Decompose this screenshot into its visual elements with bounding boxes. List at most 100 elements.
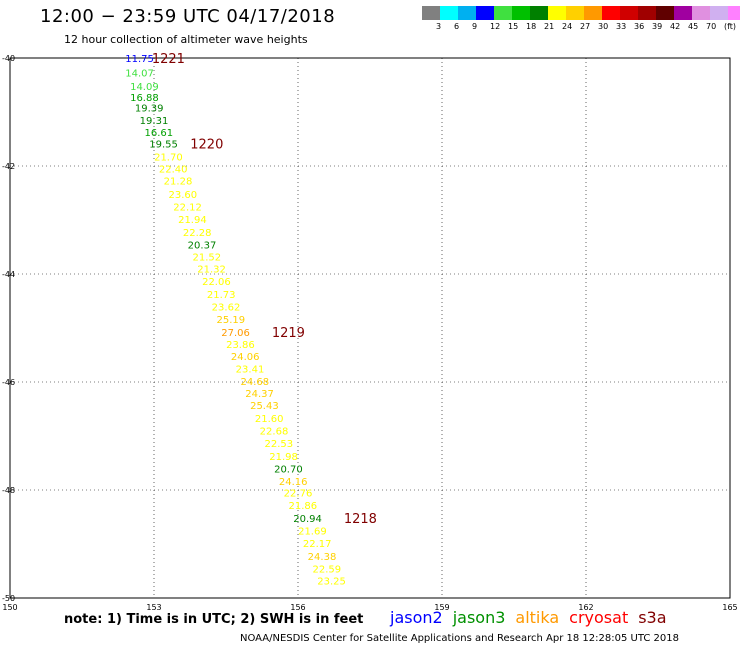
x-tick-label: 159 bbox=[434, 603, 449, 610]
scale-swatch bbox=[530, 6, 548, 20]
x-tick-label: 162 bbox=[578, 603, 593, 610]
wave-height-point: 24.38 bbox=[308, 552, 337, 563]
legend-cryosat: cryosat bbox=[569, 608, 629, 627]
y-tick-label: -44 bbox=[2, 270, 15, 279]
y-tick-label: -42 bbox=[2, 162, 15, 171]
scale-label: 6 bbox=[454, 22, 460, 31]
wave-height-point: 21.60 bbox=[255, 414, 284, 425]
scale-swatch bbox=[638, 6, 656, 20]
wave-height-point: 22.12 bbox=[173, 203, 202, 214]
wave-height-point: 20.70 bbox=[274, 464, 303, 475]
scale-label: 33 bbox=[616, 22, 627, 31]
scale-swatch bbox=[692, 6, 710, 20]
scale-label: 12 bbox=[490, 22, 501, 31]
wave-height-point: 22.53 bbox=[264, 439, 293, 450]
x-tick-label: 153 bbox=[146, 603, 161, 610]
scale-label: 70 bbox=[706, 22, 717, 31]
wave-height-point: 20.94 bbox=[293, 514, 322, 525]
wave-height-point: 24.68 bbox=[240, 377, 269, 388]
scale-label: 24 bbox=[562, 22, 573, 31]
wave-height-point: 23.25 bbox=[317, 577, 346, 588]
wave-height-point: 21.28 bbox=[164, 177, 193, 188]
wave-height-point: 21.94 bbox=[178, 215, 207, 226]
time-label: 1220 bbox=[190, 137, 223, 152]
scale-label: 36 bbox=[634, 22, 645, 31]
wave-height-point: 21.86 bbox=[288, 501, 317, 512]
scale-swatch bbox=[710, 6, 728, 20]
scale-label: 21 bbox=[544, 22, 555, 31]
time-label: 1219 bbox=[272, 326, 305, 341]
scale-swatch bbox=[476, 6, 494, 20]
scale-label: 15 bbox=[508, 22, 519, 31]
scale-label: 27 bbox=[580, 22, 591, 31]
wave-height-point: 11.75 bbox=[125, 54, 154, 65]
scale-label: 45 bbox=[688, 22, 699, 31]
wave-height-point: 22.28 bbox=[183, 228, 212, 239]
wave-height-point: 16.88 bbox=[130, 93, 159, 104]
plot-frame bbox=[9, 57, 731, 599]
scale-label: 18 bbox=[526, 22, 537, 31]
y-tick-label: -48 bbox=[2, 486, 15, 495]
wave-height-point: 14.09 bbox=[130, 82, 159, 93]
wave-height-point: 22.76 bbox=[284, 489, 313, 500]
chart-title: 12:00 − 23:59 UTC 04/17/2018 bbox=[40, 6, 336, 27]
x-tick-label: 156 bbox=[290, 603, 305, 610]
x-tick-label: 150 bbox=[2, 603, 17, 610]
units-note: note: 1) Time is in UTC; 2) SWH is in fe… bbox=[64, 612, 364, 627]
wave-height-point: 22.59 bbox=[312, 564, 341, 575]
wave-height-point: 21.69 bbox=[298, 527, 327, 538]
scale-swatch bbox=[440, 6, 458, 20]
scale-swatch bbox=[458, 6, 476, 20]
scale-label: 30 bbox=[598, 22, 609, 31]
footer-credit: NOAA/NESDIS Center for Satellite Applica… bbox=[240, 633, 679, 644]
legend-jason2: jason2 bbox=[390, 608, 443, 627]
y-tick-label: -40 bbox=[2, 54, 15, 63]
x-tick-label: 165 bbox=[722, 603, 737, 610]
scale-swatch bbox=[602, 6, 620, 20]
wave-height-point: 23.62 bbox=[212, 302, 241, 313]
scale-swatch bbox=[674, 6, 692, 20]
scale-swatch bbox=[494, 6, 512, 20]
scale-swatch bbox=[548, 6, 566, 20]
wave-height-point: 21.73 bbox=[207, 290, 236, 301]
wave-height-point: 22.17 bbox=[303, 539, 332, 550]
satellite-legend: jason2 jason3 altika cryosat s3a bbox=[390, 608, 677, 627]
wave-height-point: 21.52 bbox=[192, 253, 221, 264]
y-tick-label: -46 bbox=[2, 378, 15, 387]
wave-height-point: 20.37 bbox=[188, 240, 217, 251]
scale-swatch bbox=[512, 6, 530, 20]
wave-height-point: 23.86 bbox=[226, 340, 255, 351]
time-label: 1218 bbox=[344, 512, 377, 527]
wave-height-point: 19.39 bbox=[135, 104, 164, 115]
wave-height-point: 23.60 bbox=[168, 190, 197, 201]
wave-height-point: 22.06 bbox=[202, 277, 231, 288]
scale-label: 9 bbox=[472, 22, 478, 31]
wave-height-point: 25.19 bbox=[216, 315, 245, 326]
wave-height-point: 14.07 bbox=[125, 69, 154, 80]
wave-height-point: 25.43 bbox=[250, 401, 279, 412]
legend-altika: altika bbox=[515, 608, 560, 627]
chart-subtitle: 12 hour collection of altimeter wave hei… bbox=[64, 33, 308, 46]
scale-label: 39 bbox=[652, 22, 663, 31]
legend-jason3: jason3 bbox=[452, 608, 506, 627]
wave-height-point: 22.40 bbox=[159, 165, 188, 176]
scale-label: 42 bbox=[670, 22, 681, 31]
scale-swatch bbox=[656, 6, 674, 20]
scale-swatch bbox=[566, 6, 584, 20]
wave-height-point: 19.55 bbox=[149, 139, 178, 150]
scale-label: 3 bbox=[436, 22, 442, 31]
wave-height-point: 27.06 bbox=[221, 328, 250, 339]
color-scale-bar bbox=[422, 6, 740, 20]
wave-height-point: 24.37 bbox=[245, 389, 274, 400]
scale-swatch bbox=[422, 6, 440, 20]
wave-height-point: 24.16 bbox=[279, 477, 308, 488]
wave-height-plot: 150 153 156 159 162 165 -40 -42 -44 -46 -48 -50 11.7… bbox=[2, 52, 738, 610]
wave-height-point: 23.41 bbox=[236, 365, 265, 376]
wave-height-point: 16.61 bbox=[144, 128, 173, 139]
wave-height-point: 24.06 bbox=[231, 352, 260, 363]
scale-swatch bbox=[620, 6, 638, 20]
wave-height-point: 21.70 bbox=[154, 152, 183, 163]
wave-height-point: 21.32 bbox=[197, 265, 226, 276]
scale-swatch bbox=[584, 6, 602, 20]
y-tick-label: -50 bbox=[2, 594, 15, 603]
